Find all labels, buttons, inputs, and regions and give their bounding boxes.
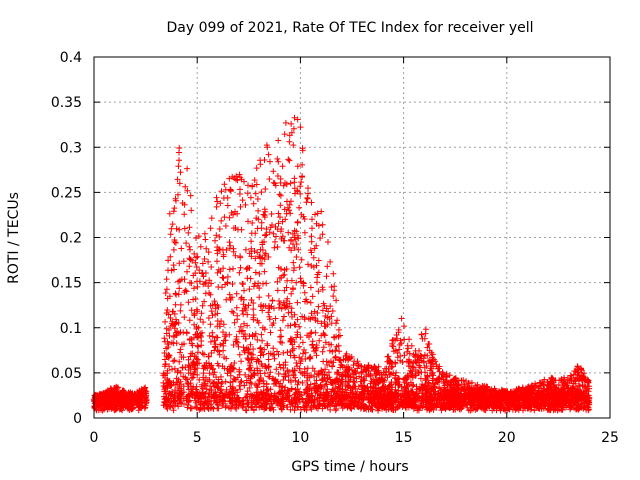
x-axis-label: GPS time / hours — [291, 459, 408, 475]
data-points — [91, 114, 593, 414]
y-tick-label: 0.2 — [60, 231, 82, 247]
x-tick-label: 20 — [498, 430, 516, 446]
grid — [94, 57, 610, 418]
y-tick-label: 0.4 — [60, 50, 82, 66]
y-axis-label: ROTI / TECUs — [6, 192, 22, 284]
y-tick-label: 0.35 — [51, 95, 82, 111]
x-tick-label: 15 — [395, 430, 413, 446]
y-tick-label: 0 — [73, 411, 82, 427]
chart-title: Day 099 of 2021, Rate Of TEC Index for r… — [166, 20, 533, 36]
plot-frame — [93, 56, 611, 419]
y-tick-label: 0.15 — [51, 276, 82, 292]
x-tick-label: 10 — [291, 430, 309, 446]
x-tick-label: 5 — [193, 430, 202, 446]
x-tick-label: 0 — [90, 430, 99, 446]
y-tick-label: 0.1 — [60, 321, 82, 337]
x-axis: 0 5 10 15 20 25 — [90, 57, 619, 446]
y-tick-label: 0.05 — [51, 366, 82, 382]
y-tick-label: 0.25 — [51, 185, 82, 201]
roti-points — [91, 114, 593, 414]
x-tick-label: 25 — [601, 430, 619, 446]
y-tick-label: 0.3 — [60, 140, 82, 156]
y-axis: 0 0.05 0.1 0.15 0.2 0.25 0.3 0.35 0.4 — [51, 50, 610, 427]
